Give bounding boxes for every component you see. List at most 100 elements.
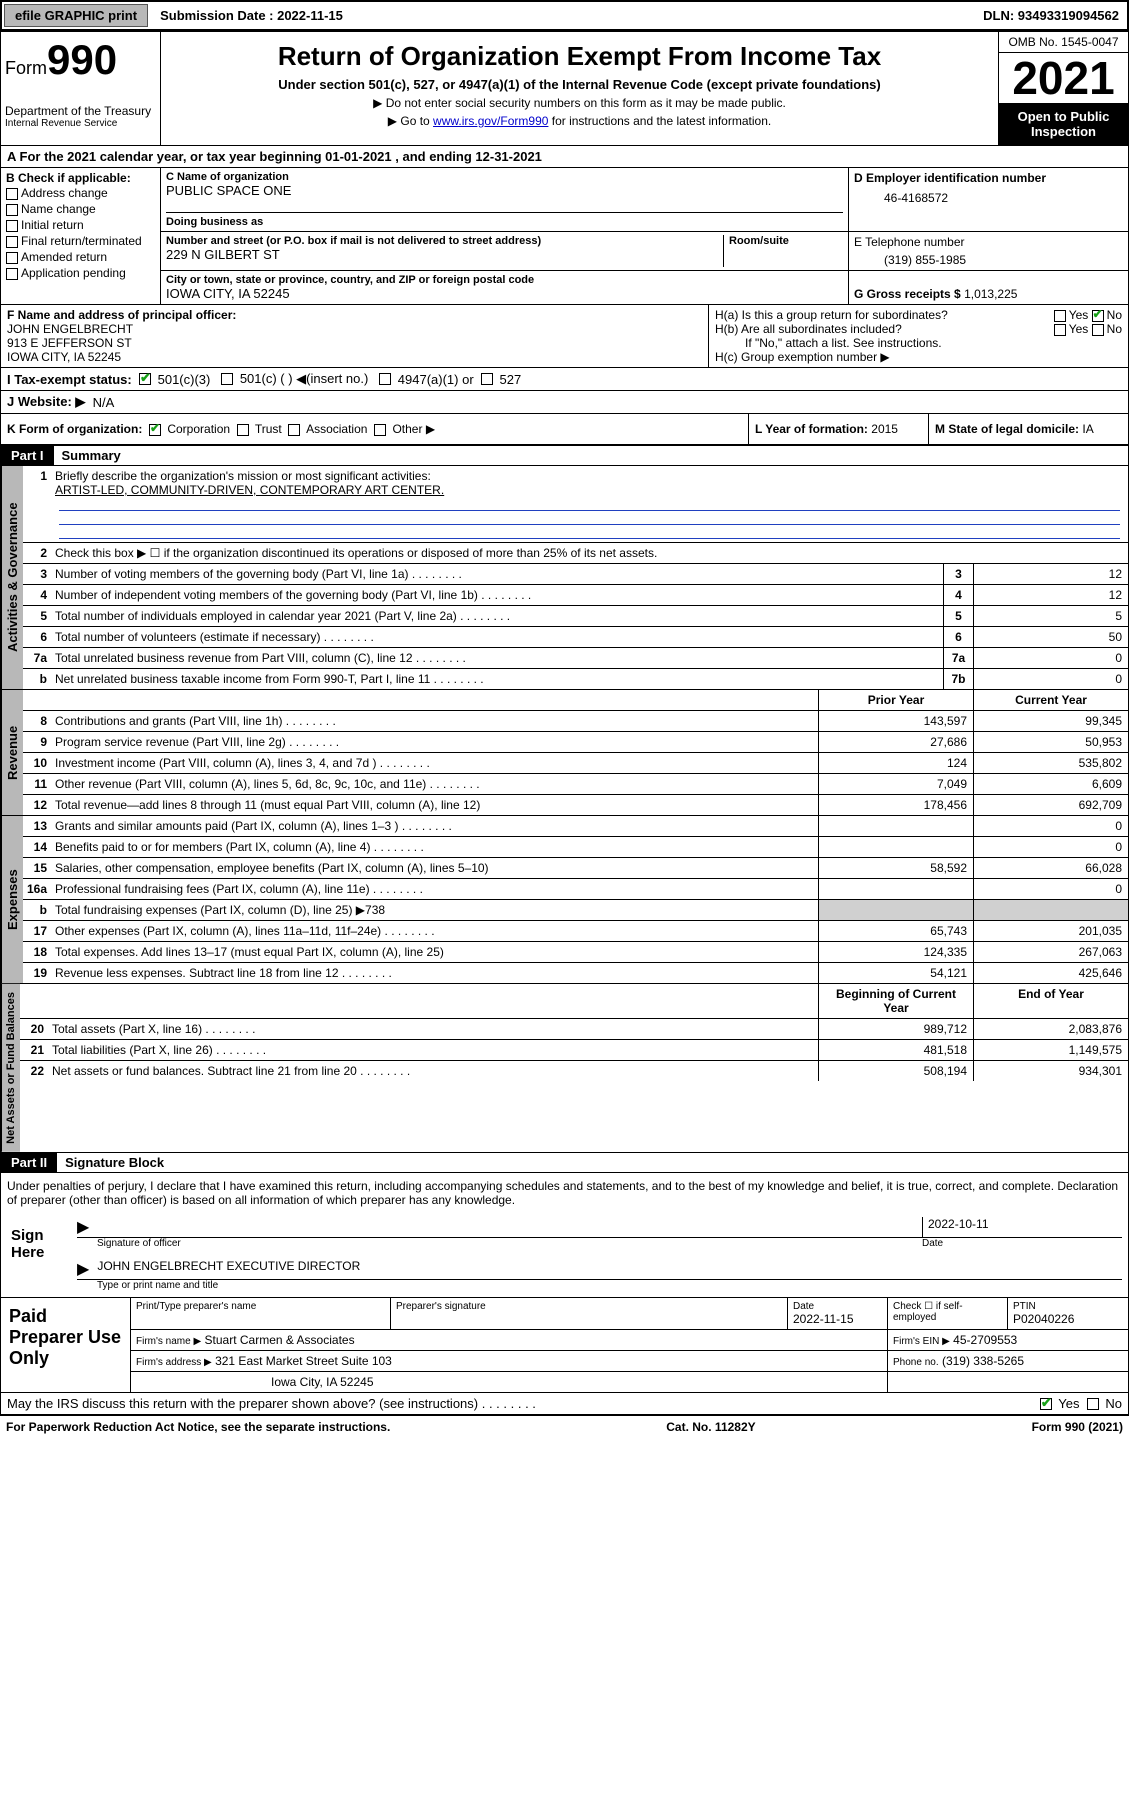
chk-amended[interactable]: Amended return <box>6 249 155 265</box>
city-label: City or town, state or province, country… <box>166 274 843 286</box>
l3: Number of voting members of the governin… <box>51 564 943 584</box>
topbar: efile GRAPHIC print Submission Date : 20… <box>0 0 1129 31</box>
form990-link[interactable]: www.irs.gov/Form990 <box>433 114 548 128</box>
chk-discuss-no[interactable] <box>1087 1398 1099 1410</box>
l12: Total revenue—add lines 8 through 11 (mu… <box>51 795 818 815</box>
firm-addr-label: Firm's address ▶ <box>136 1357 212 1368</box>
gross-receipts: 1,013,225 <box>964 287 1017 301</box>
chk-discuss-yes[interactable] <box>1040 1398 1052 1410</box>
perjury-declaration: Under penalties of perjury, I declare th… <box>7 1179 1122 1207</box>
ein-value: 46-4168572 <box>854 185 1123 205</box>
year-formation: 2015 <box>871 422 898 436</box>
row-a-tax-year: A For the 2021 calendar year, or tax yea… <box>0 146 1129 168</box>
l8: Contributions and grants (Part VIII, lin… <box>51 711 818 731</box>
officer-addr2: IOWA CITY, IA 52245 <box>7 350 121 364</box>
sig-officer-label: Signature of officer <box>77 1238 922 1249</box>
name-title-label: Type or print name and title <box>77 1280 1122 1291</box>
chk-501c[interactable] <box>221 373 233 385</box>
room-label: Room/suite <box>729 235 843 247</box>
ptin-value: P02040226 <box>1013 1312 1123 1326</box>
firm-ein: 45-2709553 <box>953 1333 1017 1347</box>
officer-name: JOHN ENGELBRECHT <box>7 322 133 336</box>
irs-label: Internal Revenue Service <box>5 118 156 129</box>
l7b: Net unrelated business taxable income fr… <box>51 669 943 689</box>
firm-ein-label: Firm's EIN ▶ <box>893 1336 950 1347</box>
l13: Grants and similar amounts paid (Part IX… <box>51 816 818 836</box>
hb-note: If "No," attach a list. See instructions… <box>715 336 1122 350</box>
part1-header: Part I <box>1 446 54 465</box>
c16a: 0 <box>973 879 1128 899</box>
k-label: K Form of organization: <box>7 422 142 436</box>
beg-year-hdr: Beginning of Current Year <box>818 984 973 1018</box>
tab-expenses: Expenses <box>1 816 23 983</box>
p21: 481,518 <box>818 1040 973 1060</box>
dept-treasury: Department of the Treasury <box>5 104 156 118</box>
l22: Net assets or fund balances. Subtract li… <box>48 1061 818 1081</box>
e-phone-label: E Telephone number <box>854 235 1123 249</box>
p9: 27,686 <box>818 732 973 752</box>
hb-label: H(b) Are all subordinates included? <box>715 322 902 336</box>
chk-initial-return[interactable]: Initial return <box>6 217 155 233</box>
v4: 12 <box>973 585 1128 605</box>
l20: Total assets (Part X, line 16) <box>48 1019 818 1039</box>
chk-application-pending[interactable]: Application pending <box>6 265 155 281</box>
paid-preparer-label: Paid Preparer Use Only <box>1 1298 131 1392</box>
current-year-hdr: Current Year <box>973 690 1128 710</box>
dln: DLN: 93493319094562 <box>975 5 1127 26</box>
form-prefix: Form <box>5 58 47 78</box>
c20: 2,083,876 <box>973 1019 1128 1039</box>
p8: 143,597 <box>818 711 973 731</box>
form-footer: Form 990 (2021) <box>1032 1420 1123 1434</box>
chk-assoc[interactable] <box>288 424 300 436</box>
i-label: I Tax-exempt status: <box>7 372 132 387</box>
l11: Other revenue (Part VIII, column (A), li… <box>51 774 818 794</box>
firm-city: Iowa City, IA 52245 <box>131 1372 888 1392</box>
chk-final-return[interactable]: Final return/terminated <box>6 233 155 249</box>
chk-address-change[interactable]: Address change <box>6 185 155 201</box>
l15: Salaries, other compensation, employee b… <box>51 858 818 878</box>
chk-other[interactable] <box>374 424 386 436</box>
b-label: B Check if applicable: <box>6 171 131 185</box>
v5: 5 <box>973 606 1128 626</box>
l21: Total liabilities (Part X, line 26) <box>48 1040 818 1060</box>
street-address: 229 N GILBERT ST <box>166 247 723 262</box>
pt-date-label: Date <box>793 1301 882 1312</box>
efile-print-button[interactable]: efile GRAPHIC print <box>4 4 148 27</box>
website-value: N/A <box>93 395 115 410</box>
org-name: PUBLIC SPACE ONE <box>166 183 843 198</box>
omb-number: OMB No. 1545-0047 <box>999 32 1128 53</box>
firm-name: Stuart Carmen & Associates <box>205 1333 355 1347</box>
firm-name-label: Firm's name ▶ <box>136 1336 201 1347</box>
signer-name: JOHN ENGELBRECHT EXECUTIVE DIRECTOR <box>97 1259 360 1279</box>
l7a: Total unrelated business revenue from Pa… <box>51 648 943 668</box>
p15: 58,592 <box>818 858 973 878</box>
f-label: F Name and address of principal officer: <box>7 308 236 322</box>
c9: 50,953 <box>973 732 1128 752</box>
chk-527[interactable] <box>481 373 493 385</box>
goto-note: ▶ Go to www.irs.gov/Form990 for instruct… <box>165 114 994 128</box>
part2-header: Part II <box>1 1153 57 1172</box>
c12: 692,709 <box>973 795 1128 815</box>
pt-sig-label: Preparer's signature <box>396 1301 782 1312</box>
p11: 7,049 <box>818 774 973 794</box>
l9: Program service revenue (Part VIII, line… <box>51 732 818 752</box>
chk-trust[interactable] <box>237 424 249 436</box>
chk-name-change[interactable]: Name change <box>6 201 155 217</box>
part2-title: Signature Block <box>57 1153 172 1172</box>
sign-here-label: Sign Here <box>7 1217 77 1291</box>
p20: 989,712 <box>818 1019 973 1039</box>
chk-4947[interactable] <box>379 373 391 385</box>
chk-corp[interactable] <box>149 424 161 436</box>
c22: 934,301 <box>973 1061 1128 1081</box>
firm-phone-label: Phone no. <box>893 1357 939 1368</box>
l19: Revenue less expenses. Subtract line 18 … <box>51 963 818 983</box>
c19: 425,646 <box>973 963 1128 983</box>
d-ein-label: D Employer identification number <box>854 171 1046 185</box>
l5: Total number of individuals employed in … <box>51 606 943 626</box>
l-label: L Year of formation: <box>755 422 868 436</box>
v7a: 0 <box>973 648 1128 668</box>
chk-501c3[interactable] <box>139 373 151 385</box>
q2: Check this box ▶ ☐ if the organization d… <box>51 543 1128 563</box>
mission-text: ARTIST-LED, COMMUNITY-DRIVEN, CONTEMPORA… <box>55 483 444 497</box>
v6: 50 <box>973 627 1128 647</box>
